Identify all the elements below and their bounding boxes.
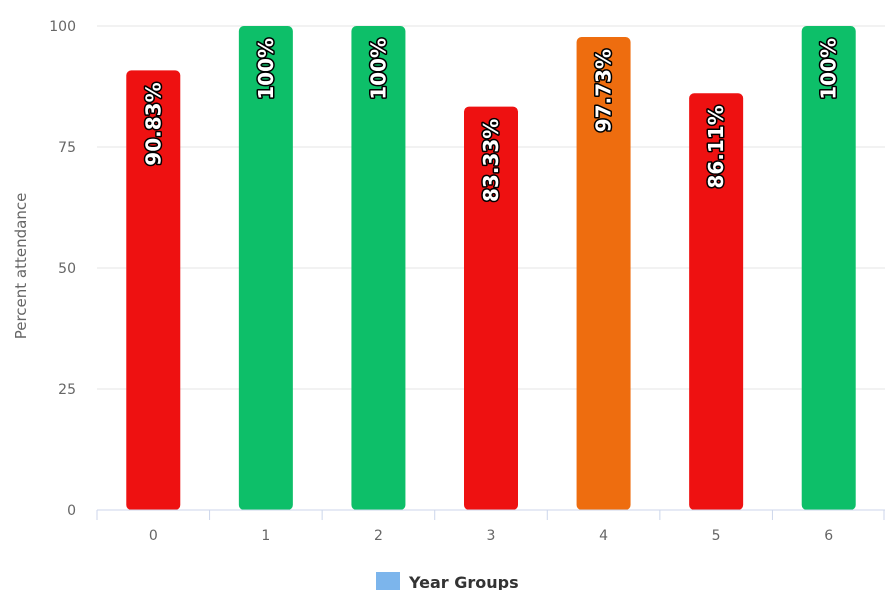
legend-label[interactable]: Year Groups xyxy=(408,573,519,590)
y-tick-label: 100 xyxy=(49,19,76,35)
x-tick-label: 0 xyxy=(149,528,158,544)
data-label: 100% xyxy=(366,38,390,100)
data-label: 97.73% xyxy=(592,49,616,132)
x-tick-label: 4 xyxy=(599,528,608,544)
y-axis-title: Percent attendance xyxy=(12,193,30,340)
y-axis-ticks: 0 25 50 75 100 xyxy=(49,19,76,519)
data-labels: 90.83% 100% 100% 83.33% 97.73% 86.11% 100% xyxy=(140,37,842,204)
x-tick-label: 6 xyxy=(824,528,833,544)
legend[interactable]: Year Groups xyxy=(376,572,519,590)
data-label: 90.83% xyxy=(141,82,165,165)
x-tick-label: 3 xyxy=(487,528,496,544)
data-label: 100% xyxy=(817,38,841,100)
y-tick-label: 75 xyxy=(58,140,76,156)
data-label: 83.33% xyxy=(479,119,503,202)
bar[interactable] xyxy=(801,26,856,510)
bar[interactable] xyxy=(464,106,518,510)
bar[interactable] xyxy=(238,26,293,510)
bar[interactable] xyxy=(351,26,406,510)
bars xyxy=(126,26,856,510)
y-tick-label: 50 xyxy=(58,261,76,277)
x-tick-label: 1 xyxy=(261,528,270,544)
x-tick-label: 5 xyxy=(712,528,721,544)
bar[interactable] xyxy=(689,93,744,510)
bar[interactable] xyxy=(126,70,181,510)
y-tick-label: 25 xyxy=(58,382,76,398)
x-tick-label: 2 xyxy=(374,528,383,544)
data-label: 100% xyxy=(254,38,278,100)
data-label: 86.11% xyxy=(704,105,728,188)
x-axis-ticks: 0 1 2 3 4 5 6 xyxy=(96,510,885,544)
bar[interactable] xyxy=(576,36,631,510)
legend-swatch[interactable] xyxy=(376,572,400,590)
y-tick-label: 0 xyxy=(67,503,76,519)
